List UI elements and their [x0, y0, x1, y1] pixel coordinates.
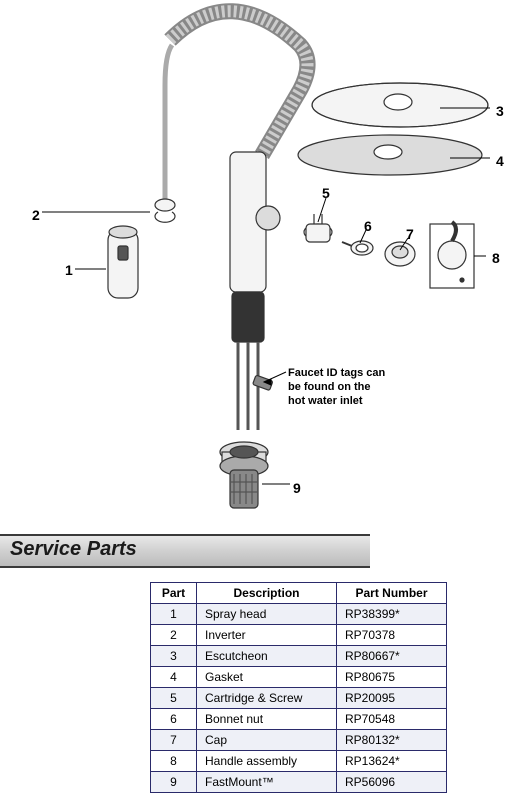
cell-desc: Escutcheon — [197, 646, 337, 667]
callout-6: 6 — [364, 218, 372, 234]
cell-num: RP70378 — [337, 625, 447, 646]
table-row: 5Cartridge & ScrewRP20095 — [151, 688, 447, 709]
faucet-id-annotation: Faucet ID tags canbe found on thehot wat… — [288, 367, 385, 408]
cell-desc: Cartridge & Screw — [197, 688, 337, 709]
callout-1: 1 — [65, 262, 73, 278]
callout-3: 3 — [496, 103, 504, 119]
cell-num: RP13624* — [337, 751, 447, 772]
cell-desc: Spray head — [197, 604, 337, 625]
cell-part: 2 — [151, 625, 197, 646]
cell-desc: FastMount™ — [197, 772, 337, 793]
table-row: 1Spray headRP38399* — [151, 604, 447, 625]
table-row: 9FastMount™RP56096 — [151, 772, 447, 793]
cell-desc: Inverter — [197, 625, 337, 646]
cell-part: 8 — [151, 751, 197, 772]
col-header-num: Part Number — [337, 583, 447, 604]
table-row: 3EscutcheonRP80667* — [151, 646, 447, 667]
cell-num: RP70548 — [337, 709, 447, 730]
section-header: Service Parts — [0, 534, 527, 568]
section-title: Service Parts — [10, 538, 137, 561]
callout-8: 8 — [492, 250, 500, 266]
cell-desc: Gasket — [197, 667, 337, 688]
callout-4: 4 — [496, 153, 504, 169]
col-header-desc: Description — [197, 583, 337, 604]
table-row: 4GasketRP80675 — [151, 667, 447, 688]
cell-desc: Handle assembly — [197, 751, 337, 772]
col-header-part: Part — [151, 583, 197, 604]
cell-desc: Bonnet nut — [197, 709, 337, 730]
cell-num: RP80667* — [337, 646, 447, 667]
table-row: 8Handle assemblyRP13624* — [151, 751, 447, 772]
cell-num: RP80132* — [337, 730, 447, 751]
cell-desc: Cap — [197, 730, 337, 751]
callout-9: 9 — [293, 480, 301, 496]
cell-part: 5 — [151, 688, 197, 709]
cell-num: RP20095 — [337, 688, 447, 709]
callout-2: 2 — [32, 207, 40, 223]
cell-num: RP56096 — [337, 772, 447, 793]
callout-5: 5 — [322, 185, 330, 201]
cell-num: RP38399* — [337, 604, 447, 625]
cell-part: 7 — [151, 730, 197, 751]
service-parts-table: Part Description Part Number 1Spray head… — [150, 582, 447, 793]
table-row: 7CapRP80132* — [151, 730, 447, 751]
callout-7: 7 — [406, 226, 414, 242]
diagram-svg — [0, 0, 527, 530]
cell-part: 4 — [151, 667, 197, 688]
cell-part: 1 — [151, 604, 197, 625]
table-row: 6Bonnet nutRP70548 — [151, 709, 447, 730]
table-header-row: Part Description Part Number — [151, 583, 447, 604]
cell-num: RP80675 — [337, 667, 447, 688]
table-row: 2InverterRP70378 — [151, 625, 447, 646]
exploded-diagram: 1 2 3 4 5 6 7 8 9 Faucet ID tags canbe found on t… — [0, 0, 527, 530]
cell-part: 6 — [151, 709, 197, 730]
cell-part: 9 — [151, 772, 197, 793]
cell-part: 3 — [151, 646, 197, 667]
